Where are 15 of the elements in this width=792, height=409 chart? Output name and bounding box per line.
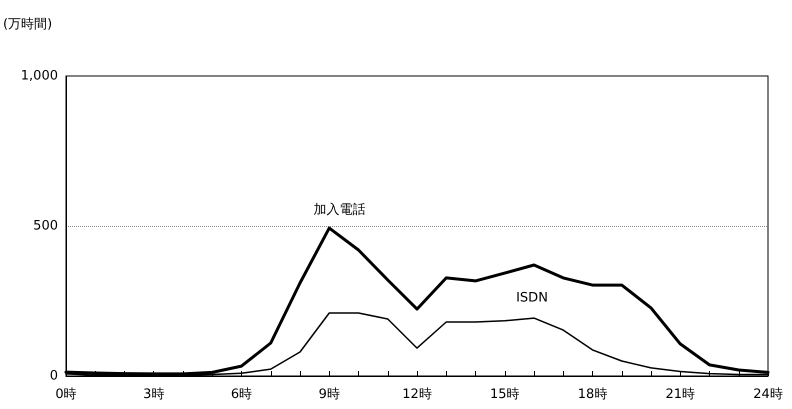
y-tick-label: 0 xyxy=(50,368,58,384)
x-tick-label: 3時 xyxy=(143,387,164,402)
x-tick-label: 24時 xyxy=(753,387,783,402)
x-tick-label: 18時 xyxy=(578,387,608,402)
y-tick-label: 500 xyxy=(33,218,58,234)
x-tick-label: 21時 xyxy=(665,387,696,402)
y-tick-label: 1,000 xyxy=(20,68,58,84)
series-label: ISDN xyxy=(516,290,548,306)
x-tick-label: 15時 xyxy=(490,387,520,402)
y-axis-title: (万時間) xyxy=(3,17,52,32)
series-label: 加入電話 xyxy=(313,202,366,218)
x-tick-label: 12時 xyxy=(402,387,432,402)
x-tick-label: 0時 xyxy=(55,387,77,402)
x-tick-label: 9時 xyxy=(318,387,340,402)
x-tick-label: 6時 xyxy=(230,387,252,402)
